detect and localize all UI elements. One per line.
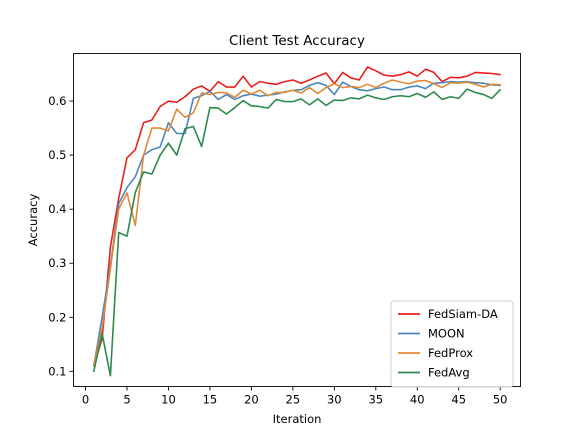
legend: FedSiam-DA MOON FedProx FedAvg	[390, 300, 514, 388]
series-line-0	[93, 66, 501, 367]
x-tick-label: 40	[410, 393, 425, 407]
x-tick-label: 20	[244, 393, 259, 407]
x-tick-label: 50	[493, 393, 508, 407]
y-tick-label: 0.3	[48, 256, 66, 270]
series-line-2	[93, 79, 501, 367]
plot-frame	[73, 53, 521, 387]
legend-label-0: FedSiam-DA	[428, 307, 498, 321]
series-line-3	[93, 88, 501, 377]
y-axis-ticks: 0.1 0.2 0.3 0.4 0.5 0.6	[48, 94, 74, 378]
series-line-1	[93, 80, 501, 367]
x-tick-label: 10	[161, 393, 176, 407]
y-tick-label: 0.1	[48, 364, 66, 378]
x-tick-label: 5	[123, 393, 130, 407]
y-tick-label: 0.5	[48, 148, 66, 162]
y-axis-label: Accuracy	[26, 194, 40, 247]
x-tick-label: 0	[82, 393, 89, 407]
y-tick-label: 0.6	[48, 94, 66, 108]
legend-label-2: FedProx	[428, 346, 473, 360]
legend-label-3: FedAvg	[428, 366, 470, 380]
x-tick-label: 25	[286, 393, 301, 407]
x-tick-label: 35	[368, 393, 383, 407]
legend-box	[390, 300, 514, 388]
x-axis-ticks: 0 5 10 15 20 25 30 35 40 45 50	[82, 386, 508, 407]
chart-title: Client Test Accuracy	[229, 33, 365, 49]
y-tick-label: 0.4	[48, 202, 66, 216]
series-layer	[93, 66, 501, 377]
y-tick-label: 0.2	[48, 310, 66, 324]
plot-area	[73, 53, 521, 387]
x-tick-label: 30	[327, 393, 342, 407]
x-axis-label: Iteration	[273, 412, 322, 426]
x-tick-label: 45	[451, 393, 466, 407]
legend-label-1: MOON	[428, 327, 465, 341]
x-tick-label: 15	[203, 393, 218, 407]
